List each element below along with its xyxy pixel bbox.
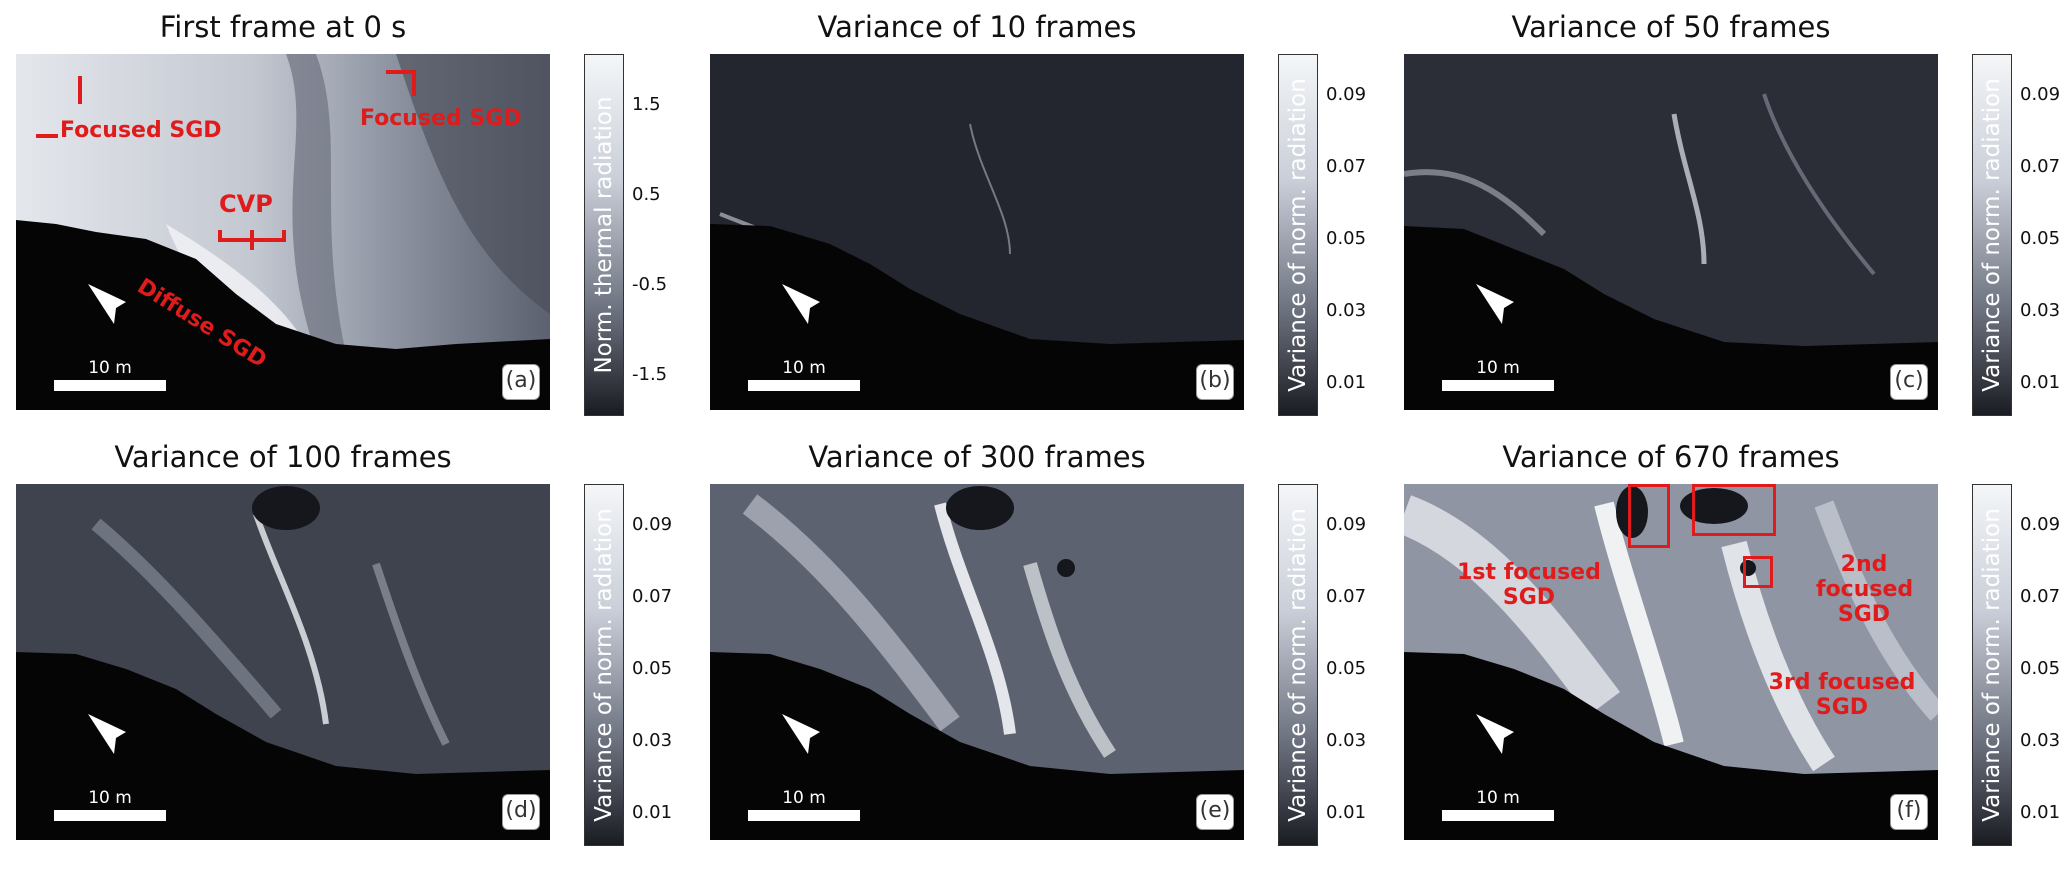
variance-image: 10 m (b)	[710, 54, 1244, 410]
panel-letter: (c)	[1890, 364, 1928, 400]
panel-title: Variance of 100 frames	[114, 440, 452, 474]
panel-f: Variance of 670 frames 1st focused SGD 2…	[1404, 440, 2064, 860]
north-arrow-icon	[1476, 284, 1514, 324]
colorbar-tick: 0.5	[632, 184, 661, 205]
scale-bar-label: 10 m	[782, 788, 826, 808]
colorbar	[584, 484, 624, 846]
image-texture	[1404, 484, 1938, 840]
image-texture	[1404, 54, 1938, 410]
panel-title: Variance of 10 frames	[817, 10, 1137, 44]
colorbar-tick: 0.07	[632, 586, 673, 607]
colorbar-tick: 0.07	[1326, 156, 1367, 177]
north-arrow-icon	[1476, 714, 1514, 754]
second-focused-sgd-label: 2nd focused SGD	[1816, 552, 1914, 627]
focused-sgd-label-2: Focused SGD	[360, 106, 522, 131]
panel-title: First frame at 0 s	[159, 10, 407, 44]
scale-bar-label: 10 m	[1476, 358, 1520, 378]
panel-d: Variance of 100 frames 10 m (d) Variance…	[16, 440, 676, 860]
colorbar-tick: 0.03	[632, 730, 673, 751]
colorbar-tick: 0.03	[2020, 300, 2061, 321]
image-texture	[710, 484, 1244, 840]
colorbar-tick: 0.05	[1326, 658, 1367, 679]
panel-title: Variance of 670 frames	[1502, 440, 1840, 474]
colorbar-label: Variance of norm. radiation	[1285, 508, 1311, 822]
panel-letter: (d)	[502, 794, 540, 830]
panel-title: Variance of 300 frames	[808, 440, 1146, 474]
panel-letter: (b)	[1196, 364, 1234, 400]
scale-bar	[1442, 810, 1554, 821]
scale-bar	[748, 380, 860, 391]
colorbar-tick: 0.09	[632, 514, 673, 535]
north-arrow-icon	[88, 284, 126, 324]
variance-image: 10 m (d)	[16, 484, 550, 840]
scale-bar-label: 10 m	[88, 358, 132, 378]
north-arrow-icon	[782, 714, 820, 754]
panel-c: Variance of 50 frames 10 m (c) Variance …	[1404, 10, 2064, 430]
colorbar-tick: 0.05	[1326, 228, 1367, 249]
colorbar	[584, 54, 624, 416]
colorbar-tick: 0.01	[2020, 372, 2061, 393]
variance-image: 1st focused SGD 2nd focused SGD 3rd focu…	[1404, 484, 1938, 840]
colorbar-tick: 0.07	[2020, 156, 2061, 177]
colorbar-label: Norm. thermal radiation	[591, 96, 617, 374]
colorbar-tick: 0.01	[2020, 802, 2061, 823]
colorbar	[1972, 54, 2012, 416]
scale-bar-label: 10 m	[782, 358, 826, 378]
highlight-box	[1743, 556, 1773, 588]
colorbar-tick: 0.07	[2020, 586, 2061, 607]
colorbar-tick: 0.01	[1326, 802, 1367, 823]
north-arrow-icon	[782, 284, 820, 324]
colorbar-label: Variance of norm. radiation	[1979, 78, 2005, 392]
colorbar-label: Variance of norm. radiation	[1285, 78, 1311, 392]
highlight-box	[1628, 484, 1670, 548]
colorbar-tick: 0.03	[1326, 300, 1367, 321]
panel-letter: (e)	[1196, 794, 1234, 830]
colorbar-tick: 0.05	[632, 658, 673, 679]
scale-bar	[54, 380, 166, 391]
scale-bar-label: 10 m	[88, 788, 132, 808]
colorbar-tick: 0.05	[2020, 658, 2061, 679]
panel-letter: (a)	[502, 364, 540, 400]
scale-bar	[1442, 380, 1554, 391]
colorbar-tick: 0.07	[1326, 586, 1367, 607]
variance-image: 10 m (c)	[1404, 54, 1938, 410]
colorbar-tick: 0.05	[2020, 228, 2061, 249]
colorbar-tick: -1.5	[632, 364, 668, 385]
colorbar-tick: 0.01	[632, 802, 673, 823]
panel-letter: (f)	[1890, 794, 1928, 830]
colorbar-tick: 0.09	[1326, 514, 1367, 535]
colorbar-tick: 0.09	[1326, 84, 1367, 105]
scale-bar	[54, 810, 166, 821]
thermal-image: Focused SGD Focused SGD CVP Diffuse SGD …	[16, 54, 550, 410]
colorbar	[1278, 54, 1318, 416]
colorbar-tick: 1.5	[632, 94, 661, 115]
variance-image: 10 m (e)	[710, 484, 1244, 840]
panel-e: Variance of 300 frames 10 m (e) Variance…	[710, 440, 1370, 860]
panel-title: Variance of 50 frames	[1511, 10, 1831, 44]
scale-bar	[748, 810, 860, 821]
colorbar-label: Variance of norm. radiation	[591, 508, 617, 822]
first-focused-sgd-label: 1st focused SGD	[1457, 560, 1601, 610]
panel-a: First frame at 0 s Focused SGD Focused S…	[16, 10, 676, 430]
cvp-label: CVP	[219, 190, 273, 218]
scale-bar-label: 10 m	[1476, 788, 1520, 808]
colorbar-tick: 0.03	[1326, 730, 1367, 751]
annotation-markers	[36, 70, 416, 250]
image-texture	[16, 54, 550, 410]
colorbar-tick: 0.09	[2020, 514, 2061, 535]
third-focused-sgd-label: 3rd focused SGD	[1768, 670, 1916, 720]
colorbar	[1972, 484, 2012, 846]
colorbar-tick: -0.5	[632, 274, 668, 295]
image-texture	[16, 484, 550, 840]
image-texture	[710, 54, 1244, 410]
highlight-box	[1692, 484, 1776, 536]
panel-b: Variance of 10 frames 10 m (b) Variance …	[710, 10, 1370, 430]
north-arrow-icon	[88, 714, 126, 754]
colorbar-label: Variance of norm. radiation	[1979, 508, 2005, 822]
focused-sgd-label-1: Focused SGD	[60, 118, 222, 143]
colorbar	[1278, 484, 1318, 846]
colorbar-tick: 0.03	[2020, 730, 2061, 751]
colorbar-tick: 0.01	[1326, 372, 1367, 393]
colorbar-tick: 0.09	[2020, 84, 2061, 105]
